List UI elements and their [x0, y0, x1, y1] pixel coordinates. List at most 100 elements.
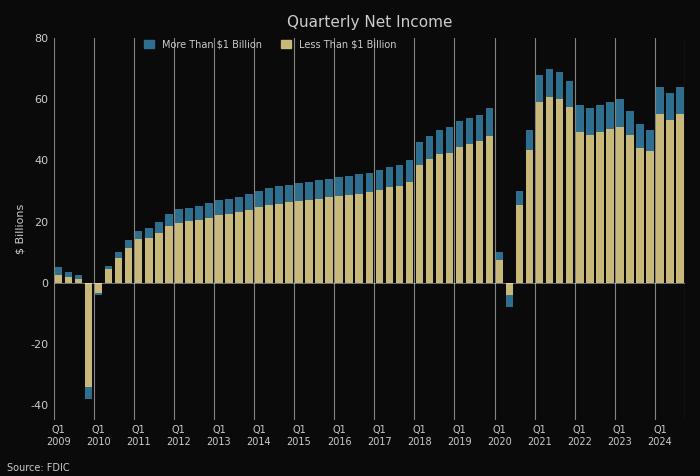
Bar	[115, 258, 122, 283]
Bar	[275, 204, 283, 283]
Bar	[245, 194, 253, 210]
Bar	[346, 176, 353, 195]
Bar	[295, 201, 303, 283]
Bar	[95, 293, 102, 295]
Bar	[225, 214, 232, 283]
Bar	[125, 240, 132, 248]
Bar	[456, 120, 463, 147]
Bar	[435, 154, 443, 283]
Bar	[235, 212, 243, 283]
Bar	[636, 124, 644, 148]
Bar	[676, 114, 684, 283]
Bar	[326, 179, 333, 198]
Bar	[646, 151, 654, 283]
Bar	[576, 132, 584, 283]
Bar	[536, 102, 543, 283]
Bar	[516, 191, 524, 205]
Bar	[165, 214, 173, 226]
Bar	[155, 221, 162, 233]
Bar	[215, 215, 223, 283]
Bar	[416, 165, 423, 283]
Y-axis label: $ Billions: $ Billions	[15, 204, 25, 254]
Bar	[405, 182, 413, 283]
Bar	[365, 192, 373, 283]
Bar	[55, 268, 62, 275]
Bar	[205, 218, 213, 283]
Bar	[165, 226, 173, 283]
Legend: More Than $1 Billion, Less Than $1 Billion: More Than $1 Billion, Less Than $1 Billi…	[141, 35, 400, 53]
Bar	[365, 173, 373, 192]
Bar	[185, 208, 193, 221]
Bar	[346, 195, 353, 283]
Bar	[596, 132, 603, 283]
Bar	[356, 174, 363, 194]
Bar	[275, 187, 283, 204]
Bar	[426, 136, 433, 159]
Bar	[656, 114, 664, 283]
Bar	[265, 205, 273, 283]
Bar	[245, 210, 253, 283]
Bar	[476, 115, 483, 141]
Bar	[316, 198, 323, 283]
Bar	[486, 109, 493, 136]
Bar	[576, 105, 584, 132]
Bar	[175, 209, 183, 222]
Text: Source: FDIC: Source: FDIC	[7, 463, 69, 473]
Bar	[175, 222, 183, 283]
Bar	[215, 200, 223, 215]
Bar	[225, 198, 232, 214]
Title: Quarterly Net Income: Quarterly Net Income	[286, 15, 452, 30]
Bar	[205, 203, 213, 218]
Bar	[616, 127, 624, 283]
Bar	[95, 283, 102, 293]
Bar	[646, 130, 654, 151]
Bar	[65, 272, 72, 278]
Bar	[115, 252, 122, 258]
Bar	[446, 153, 453, 283]
Bar	[195, 220, 202, 283]
Bar	[536, 75, 543, 102]
Bar	[636, 148, 644, 283]
Bar	[416, 142, 423, 165]
Bar	[85, 283, 92, 387]
Bar	[386, 167, 393, 188]
Bar	[486, 136, 493, 283]
Bar	[656, 87, 664, 114]
Bar	[546, 69, 554, 97]
Bar	[105, 269, 113, 283]
Bar	[155, 233, 162, 283]
Bar	[386, 188, 393, 283]
Bar	[466, 144, 473, 283]
Bar	[426, 159, 433, 283]
Bar	[195, 206, 202, 220]
Bar	[305, 200, 313, 283]
Bar	[105, 266, 113, 269]
Bar	[506, 295, 513, 307]
Bar	[506, 283, 513, 295]
Bar	[145, 228, 153, 238]
Bar	[375, 190, 383, 283]
Bar	[456, 147, 463, 283]
Bar	[676, 87, 684, 114]
Bar	[606, 102, 614, 129]
Bar	[75, 275, 83, 279]
Bar	[395, 165, 403, 186]
Bar	[666, 93, 673, 119]
Bar	[335, 196, 343, 283]
Bar	[395, 186, 403, 283]
Bar	[466, 118, 473, 144]
Bar	[666, 119, 673, 283]
Bar	[305, 182, 313, 200]
Bar	[65, 278, 72, 283]
Bar	[435, 130, 443, 154]
Bar	[496, 260, 503, 283]
Bar	[335, 177, 343, 196]
Bar	[626, 136, 634, 283]
Bar	[566, 81, 573, 107]
Bar	[375, 169, 383, 190]
Bar	[626, 111, 634, 136]
Bar	[286, 202, 293, 283]
Bar	[556, 99, 564, 283]
Bar	[586, 109, 594, 135]
Bar	[75, 279, 83, 283]
